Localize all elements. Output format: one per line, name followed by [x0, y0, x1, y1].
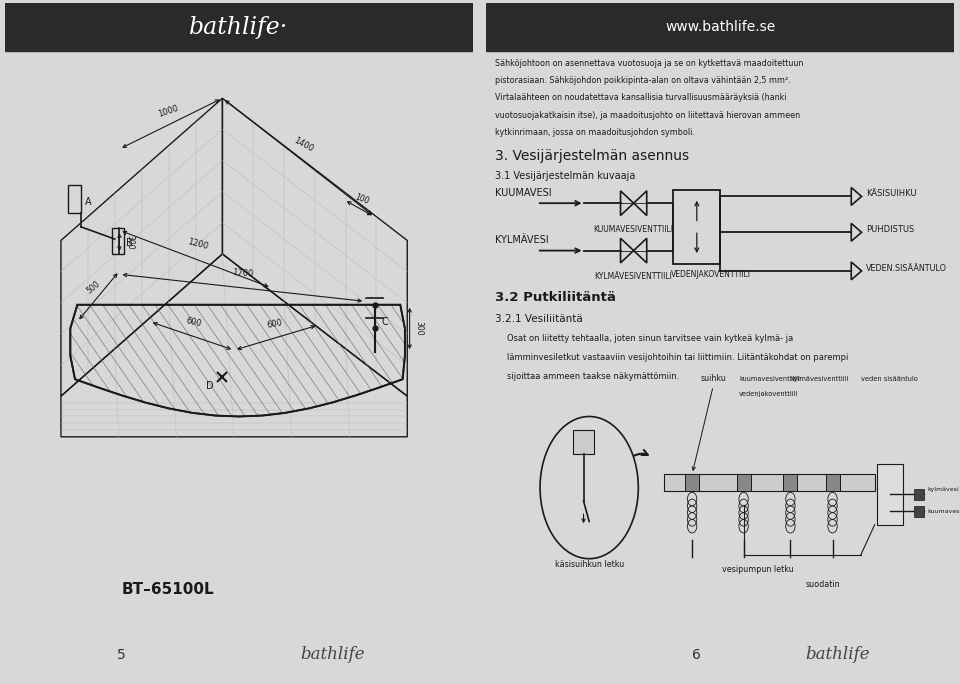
Text: vesipumpun letku: vesipumpun letku: [722, 565, 793, 575]
Text: 300: 300: [414, 321, 424, 336]
Text: 3. Vesijärjestelmän asennus: 3. Vesijärjestelmän asennus: [495, 149, 689, 163]
Text: D: D: [206, 382, 214, 391]
Bar: [877, 464, 902, 525]
Text: kytkinrimaan, jossa on maadoitusjohdon symboli.: kytkinrimaan, jossa on maadoitusjohdon s…: [495, 128, 694, 137]
Text: Osat on liitetty tehtaalla, joten sinun tarvitsee vain kytkeä kylmä- ja: Osat on liitetty tehtaalla, joten sinun …: [507, 334, 793, 343]
Text: sijoittaa ammeen taakse näkymättömiin.: sijoittaa ammeen taakse näkymättömiin.: [507, 372, 680, 381]
Bar: [664, 474, 875, 491]
Text: 1400: 1400: [292, 135, 315, 153]
Bar: [573, 430, 594, 453]
Bar: [68, 185, 82, 213]
Text: kylmävesiventtiili: kylmävesiventtiili: [790, 376, 849, 382]
Text: PUHDISTUS: PUHDISTUS: [866, 225, 915, 234]
Bar: [112, 228, 124, 254]
Text: bathlife·: bathlife·: [189, 16, 289, 38]
Text: suodatin: suodatin: [806, 580, 840, 589]
Text: VEDEN.SISÄÄNTULO: VEDEN.SISÄÄNTULO: [866, 264, 947, 273]
Text: B: B: [127, 238, 133, 248]
Text: vedenjakoventtiili: vedenjakoventtiili: [739, 391, 798, 397]
Text: 5: 5: [117, 648, 127, 662]
Text: KYLMÄVESI: KYLMÄVESI: [495, 235, 549, 245]
Text: KÄSISUIHKU: KÄSISUIHKU: [866, 189, 917, 198]
Text: C: C: [382, 317, 388, 327]
Text: Sähköjohtoon on asennettava vuotosuoja ja se on kytkettavä maadoitettuun: Sähköjohtoon on asennettava vuotosuoja j…: [495, 59, 803, 68]
Text: bathlife: bathlife: [805, 646, 870, 663]
Text: bathlife: bathlife: [300, 646, 364, 663]
Text: KYLMÄVESIVENTTIILI: KYLMÄVESIVENTTIILI: [595, 272, 672, 281]
Bar: [5, 3, 473, 51]
Text: 600: 600: [266, 318, 283, 330]
Text: www.bathlife.se: www.bathlife.se: [666, 20, 775, 34]
Text: 1700: 1700: [232, 267, 254, 278]
Text: KUUMAVESIVENTTIILI: KUUMAVESIVENTTIILI: [594, 225, 673, 234]
Text: käsisuihkun letku: käsisuihkun letku: [554, 560, 623, 569]
Text: kuumavesiliitäntä: kuumavesiliitäntä: [927, 509, 959, 514]
Text: 100: 100: [353, 193, 370, 206]
Bar: [486, 3, 954, 51]
Text: 500: 500: [84, 279, 102, 295]
Text: 300: 300: [126, 235, 134, 250]
Bar: [784, 474, 798, 491]
Text: 3.2 Putkiliitäntä: 3.2 Putkiliitäntä: [495, 291, 616, 304]
Text: kuumavesiventtiili: kuumavesiventtiili: [739, 376, 800, 382]
Text: suihku: suihku: [700, 374, 726, 383]
Text: A: A: [85, 197, 92, 207]
Text: Virtalaähteen on noudatettava kansallisia turvallisuusmääräyksiä (hanki: Virtalaähteen on noudatettava kansallisi…: [495, 94, 786, 103]
Bar: [915, 489, 924, 500]
Text: 600: 600: [185, 317, 203, 329]
Bar: [673, 189, 720, 264]
Text: lämminvesiletkut vastaaviin vesijohtoihin tai liittimiin. Liitäntäkohdat on pare: lämminvesiletkut vastaaviin vesijohtoihi…: [507, 353, 849, 362]
Text: 3.1 Vesijärjestelmän kuvaaja: 3.1 Vesijärjestelmän kuvaaja: [495, 172, 635, 181]
Bar: [737, 474, 751, 491]
Text: vuotosuojakatkaisin itse), ja maadoitusjohto on liitettavä hierovan ammeen: vuotosuojakatkaisin itse), ja maadoitusj…: [495, 111, 800, 120]
Text: BT–65100L: BT–65100L: [122, 581, 215, 596]
Text: KUUMAVESI: KUUMAVESI: [495, 188, 551, 198]
Text: 1000: 1000: [156, 103, 179, 118]
Bar: [915, 506, 924, 516]
Text: veden sisääntulo: veden sisääntulo: [860, 376, 918, 382]
Text: pistorasiaan. Sähköjohdon poikkipinta-alan on oltava vähintään 2,5 mm².: pistorasiaan. Sähköjohdon poikkipinta-al…: [495, 76, 790, 86]
Text: 1200: 1200: [187, 237, 209, 252]
Text: kylmävesiliitäntä: kylmävesiliitäntä: [927, 487, 959, 492]
Text: 6: 6: [692, 648, 701, 662]
Bar: [826, 474, 839, 491]
Text: VEDENJAKOVENTTIILI: VEDENJAKOVENTTIILI: [671, 269, 751, 278]
Text: 3.2.1 Vesiliitäntä: 3.2.1 Vesiliitäntä: [495, 313, 582, 324]
Bar: [685, 474, 699, 491]
